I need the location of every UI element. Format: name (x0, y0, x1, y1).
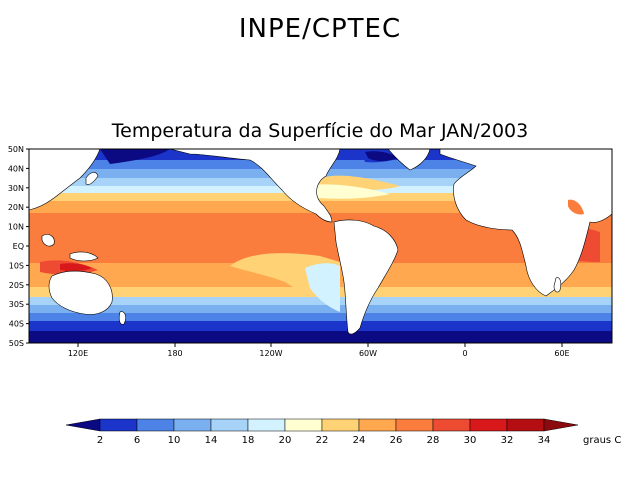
colorbar-value: 20 (279, 435, 292, 446)
lon-label: 60E (554, 349, 569, 358)
colorbar-value: 24 (353, 435, 366, 446)
colorbar-value: 6 (134, 435, 140, 446)
organization-title: INPE/CPTEC (238, 14, 402, 44)
lat-label: 40S (9, 320, 24, 329)
lon-label: 60W (359, 349, 377, 358)
lon-label: 0 (462, 349, 467, 358)
colorbar-value: 34 (538, 435, 551, 446)
sst-band-cool-south (29, 312, 612, 321)
colorbar-unit: graus C (583, 435, 621, 446)
colorbar-value: 32 (501, 435, 514, 446)
south-america (333, 219, 399, 335)
japan (85, 172, 99, 185)
colorbar-segment (247, 418, 286, 432)
asia-east (29, 149, 101, 211)
new-zealand (118, 311, 126, 325)
gulf-of-carpentaria-warm (60, 263, 92, 272)
north-atlantic-subtropical (300, 184, 390, 199)
sst-band-temperate-south (29, 296, 612, 305)
colorbar-arrow-left (65, 418, 101, 432)
colorbar-segment (284, 418, 323, 432)
colorbar-segment (432, 418, 471, 432)
lon-label: 120W (259, 349, 282, 358)
lon-label: 120E (68, 349, 88, 358)
arabian-sea-notch (568, 199, 584, 215)
borneo (41, 234, 55, 247)
colorbar-segment (358, 418, 397, 432)
antarctica-edge (29, 340, 612, 343)
peru-cold-current (305, 263, 340, 312)
sst-band-cold-south (29, 320, 612, 331)
colorbar: 2 6 10 14 18 20 22 24 26 28 30 32 34 gra… (65, 418, 621, 446)
lat-label: EQ (13, 242, 24, 251)
lat-label: 50S (9, 339, 24, 348)
labrador-sea-cold (365, 151, 398, 161)
greenland (387, 149, 431, 171)
lat-label: 50N (8, 145, 24, 154)
colorbar-segment (210, 418, 249, 432)
lat-label: 40N (8, 164, 24, 173)
colorbar-segment (173, 418, 212, 432)
colorbar-segment (469, 418, 508, 432)
lat-label: 20N (8, 203, 24, 212)
colorbar-value: 18 (242, 435, 255, 446)
colorbar-value: 2 (97, 435, 103, 446)
lat-label: 30N (8, 184, 24, 193)
north-pacific-cold (100, 149, 170, 164)
australia (48, 270, 113, 315)
sst-map (29, 149, 612, 343)
colorbar-segment (99, 418, 138, 432)
lat-label: 10N (8, 223, 24, 232)
lon-axis: 120E 180 120W 60W 0 60E (68, 343, 570, 358)
colorbar-value: 30 (464, 435, 477, 446)
madagascar (553, 277, 562, 293)
africa-eurasia (439, 149, 612, 297)
colorbar-segment (136, 418, 175, 432)
colorbar-value: 10 (168, 435, 181, 446)
colorbar-value: 22 (316, 435, 329, 446)
new-guinea (69, 251, 99, 262)
sst-band-mild-south (29, 304, 612, 313)
lat-label: 30S (9, 300, 24, 309)
colorbar-value: 28 (427, 435, 440, 446)
sst-band-polar-south (29, 330, 612, 343)
lon-label: 180 (167, 349, 182, 358)
colorbar-value: 26 (390, 435, 403, 446)
map-title: Temperatura da Superfície do Mar JAN/200… (111, 120, 529, 142)
colorbar-segment (395, 418, 434, 432)
colorbar-value: 14 (205, 435, 218, 446)
lat-axis: 50N 40N 30N 20N 10N EQ 10S 20S 30S 40S 5… (8, 145, 29, 348)
colorbar-segment (506, 418, 545, 432)
north-america (169, 149, 341, 223)
colorbar-segment (321, 418, 360, 432)
colorbar-arrow-right (543, 418, 579, 432)
lat-label: 10S (9, 261, 24, 270)
lat-label: 20S (9, 281, 24, 290)
